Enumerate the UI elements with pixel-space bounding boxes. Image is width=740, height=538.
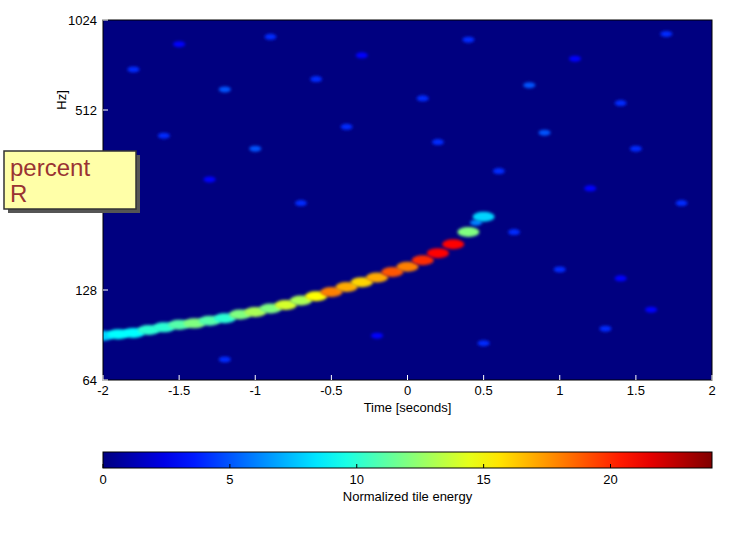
y-axis-title: Hz] xyxy=(54,90,69,110)
colorbar xyxy=(103,452,712,468)
tile xyxy=(310,76,322,82)
x-tick xyxy=(483,375,484,380)
tile xyxy=(539,130,551,136)
tile xyxy=(462,37,474,43)
tile xyxy=(615,100,627,106)
y-tick xyxy=(103,380,108,381)
x-tick xyxy=(331,375,332,380)
plot-background xyxy=(103,20,712,380)
tile xyxy=(204,176,216,182)
tile xyxy=(264,34,276,40)
colorbar-tick-label: 5 xyxy=(226,472,233,487)
tile xyxy=(356,52,368,58)
colorbar-tick-label: 0 xyxy=(99,472,106,487)
tile xyxy=(432,139,444,145)
colorbar-tick-label: 10 xyxy=(350,472,364,487)
y-tick xyxy=(103,290,108,291)
colorbar-tick xyxy=(356,464,357,468)
colorbar-tick-label: 20 xyxy=(603,472,617,487)
colorbar-title: Normalized tile energy xyxy=(343,489,473,504)
tile xyxy=(173,41,185,47)
tiles xyxy=(103,31,688,363)
x-tick-label: -0.5 xyxy=(320,383,342,398)
tile xyxy=(508,229,520,235)
x-tick-label: -2 xyxy=(97,383,109,398)
tile xyxy=(457,227,479,237)
plot-frame xyxy=(103,20,712,380)
y-tick xyxy=(103,20,108,21)
tile xyxy=(295,200,307,206)
x-tick-label: 0 xyxy=(404,383,411,398)
tile xyxy=(158,133,170,139)
tile xyxy=(417,95,429,101)
tile xyxy=(478,340,490,346)
x-axis-title: Time [seconds] xyxy=(364,400,452,415)
tile xyxy=(645,307,657,313)
colorbar-tick xyxy=(483,464,484,468)
x-tick xyxy=(407,375,408,380)
annotation: percentR xyxy=(4,151,140,213)
y-tick-label: 1024 xyxy=(68,13,97,28)
tile xyxy=(427,248,449,258)
y-tick xyxy=(103,110,108,111)
tile xyxy=(249,146,261,152)
tile xyxy=(630,146,642,152)
x-tick-label: 1.5 xyxy=(627,383,645,398)
tile xyxy=(554,266,566,272)
tile xyxy=(341,124,353,130)
tile xyxy=(615,275,627,281)
tile xyxy=(584,185,596,191)
annotation-text: R xyxy=(10,180,27,207)
tile xyxy=(523,82,535,88)
colorbar-tick xyxy=(103,464,104,468)
x-tick-label: 0.5 xyxy=(475,383,493,398)
tile xyxy=(569,56,581,62)
x-tick xyxy=(559,375,560,380)
tile xyxy=(493,168,505,174)
x-tick xyxy=(635,375,636,380)
y-tick-label: 128 xyxy=(75,283,97,298)
y-tick-label: 64 xyxy=(83,373,97,388)
tile xyxy=(371,333,383,339)
x-tick-label: -1.5 xyxy=(168,383,190,398)
x-tick xyxy=(103,375,104,380)
x-tick xyxy=(179,375,180,380)
tile xyxy=(473,212,495,222)
tile xyxy=(660,31,672,37)
tile xyxy=(599,326,611,332)
colorbar-tick xyxy=(229,464,230,468)
tile xyxy=(676,200,688,206)
tile xyxy=(127,66,139,72)
tile xyxy=(219,86,231,92)
annotation-box xyxy=(4,151,136,209)
chart: -2 -1.5 -1 -0.5 0 0.5 1 1.5 2 Time [seconds] 64 128… xyxy=(0,0,740,538)
x-tick-label: -1 xyxy=(249,383,261,398)
tile xyxy=(219,356,231,362)
x-tick-label: 1 xyxy=(556,383,563,398)
colorbar-tick xyxy=(610,464,611,468)
x-tick xyxy=(712,375,713,380)
colorbar-tick-label: 15 xyxy=(476,472,490,487)
x-tick-label: 2 xyxy=(708,383,715,398)
y-tick-label: 512 xyxy=(75,103,97,118)
x-tick xyxy=(255,375,256,380)
annotation-text: percent xyxy=(10,154,90,181)
tile xyxy=(442,239,464,249)
